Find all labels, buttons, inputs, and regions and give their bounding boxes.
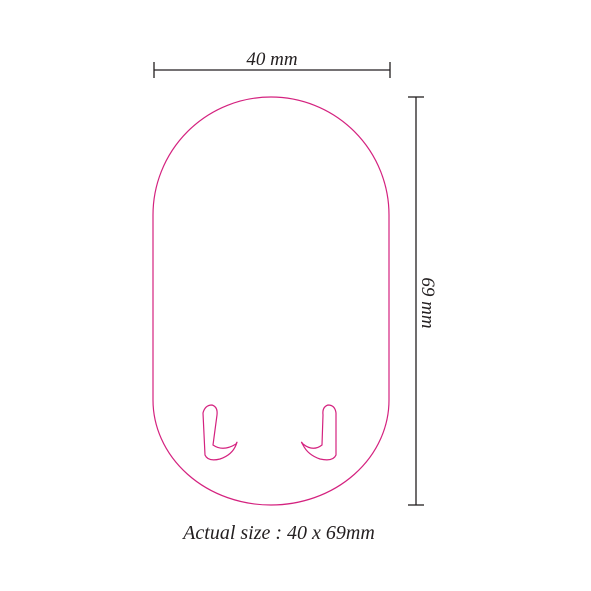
hook-slot-right	[300, 404, 337, 461]
height-dimension-label: 69 mm	[417, 277, 438, 328]
actual-size-caption: Actual size : 40 x 69mm	[181, 522, 375, 544]
width-dimension-label: 40 mm	[246, 49, 297, 70]
die-cut-outline	[152, 96, 390, 506]
height-dimension: 69 mm	[408, 96, 438, 506]
hook-slot-left	[202, 404, 238, 461]
width-dimension: 40 mm	[153, 49, 391, 78]
